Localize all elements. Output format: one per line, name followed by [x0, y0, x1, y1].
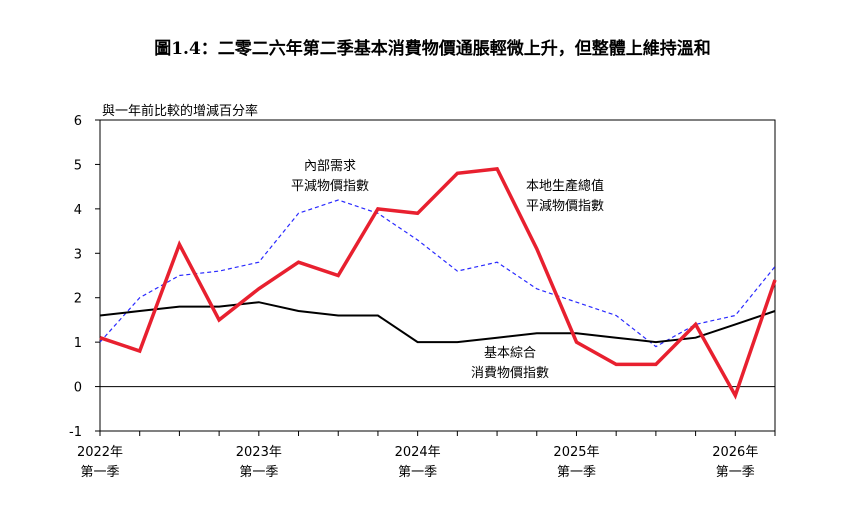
series-line-domestic-demand-deflator	[99, 199, 776, 348]
x-tick-label-quarter: 第一季	[716, 465, 755, 480]
x-tick-label-quarter: 第一季	[557, 465, 596, 480]
x-tick-label-year: 2026年	[712, 445, 758, 460]
label-underlying-cpi: 基本綜合	[484, 346, 536, 361]
y-tick-label: -1	[69, 425, 82, 440]
label-gdp-deflator: 本地生產總值	[526, 178, 604, 194]
series-layer	[99, 167, 777, 400]
label-gdp-deflator: 平減物價指數	[526, 198, 604, 214]
y-axis: 6 5 4 3 2 1 0 -1	[69, 114, 100, 440]
x-tick-label-quarter: 第一季	[398, 465, 437, 480]
y-tick-label: 2	[74, 292, 82, 307]
x-tick-label-year: 2023年	[236, 445, 282, 460]
x-tick-label-year: 2024年	[395, 445, 441, 460]
label-domestic-demand-deflator: 平減物價指數	[291, 178, 369, 194]
x-tick-label-quarter: 第一季	[80, 465, 119, 480]
y-tick-label: 3	[74, 247, 82, 262]
series-line-gdp-deflator	[99, 167, 777, 400]
chart-title: 圖1.4：二零二六年第二季基本消費物價通脹輕微上升，但整體上維持溫和	[154, 39, 711, 59]
y-tick-label: 1	[74, 336, 82, 351]
x-tick-label-year: 2022年	[77, 445, 123, 460]
y-tick-label: 5	[74, 158, 82, 173]
label-domestic-demand-deflator: 內部需求	[304, 159, 356, 174]
y-tick-label: 6	[74, 114, 82, 129]
label-underlying-cpi: 消費物價指數	[471, 366, 549, 381]
y-tick-label: 4	[74, 203, 82, 218]
plot-frame	[99, 119, 776, 432]
x-tick-label-year: 2025年	[553, 445, 599, 460]
y-axis-label: 與一年前比較的增減百分率	[102, 103, 258, 119]
x-tick-label-quarter: 第一季	[239, 465, 278, 480]
y-tick-label: 0	[74, 381, 82, 396]
